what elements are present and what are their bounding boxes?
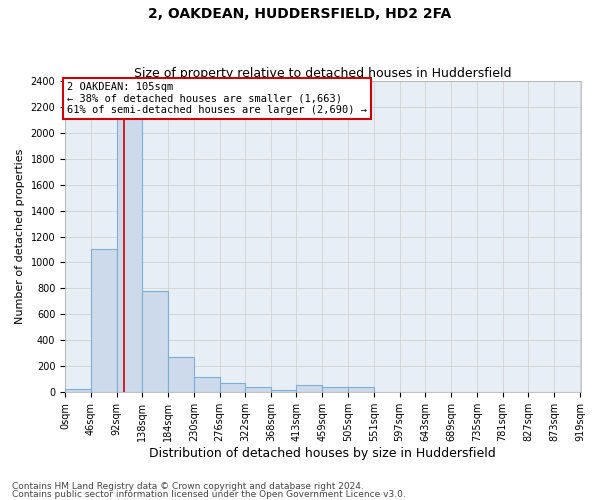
Text: Contains public sector information licensed under the Open Government Licence v3: Contains public sector information licen… bbox=[12, 490, 406, 499]
Bar bbox=[245, 386, 271, 392]
Bar bbox=[168, 358, 194, 392]
Bar bbox=[116, 106, 142, 393]
Text: 2, OAKDEAN, HUDDERSFIELD, HD2 2FA: 2, OAKDEAN, HUDDERSFIELD, HD2 2FA bbox=[148, 8, 452, 22]
Bar bbox=[271, 390, 297, 392]
Bar bbox=[296, 385, 322, 392]
Bar bbox=[91, 250, 116, 392]
Text: Contains HM Land Registry data © Crown copyright and database right 2024.: Contains HM Land Registry data © Crown c… bbox=[12, 482, 364, 491]
Bar bbox=[220, 382, 245, 392]
X-axis label: Distribution of detached houses by size in Huddersfield: Distribution of detached houses by size … bbox=[149, 447, 496, 460]
Text: 2 OAKDEAN: 105sqm
← 38% of detached houses are smaller (1,663)
61% of semi-detac: 2 OAKDEAN: 105sqm ← 38% of detached hous… bbox=[67, 82, 367, 115]
Bar bbox=[142, 291, 168, 392]
Bar bbox=[322, 386, 348, 392]
Title: Size of property relative to detached houses in Huddersfield: Size of property relative to detached ho… bbox=[134, 66, 512, 80]
Bar bbox=[194, 378, 220, 392]
Y-axis label: Number of detached properties: Number of detached properties bbox=[15, 149, 25, 324]
Bar bbox=[65, 388, 91, 392]
Bar bbox=[348, 386, 374, 392]
